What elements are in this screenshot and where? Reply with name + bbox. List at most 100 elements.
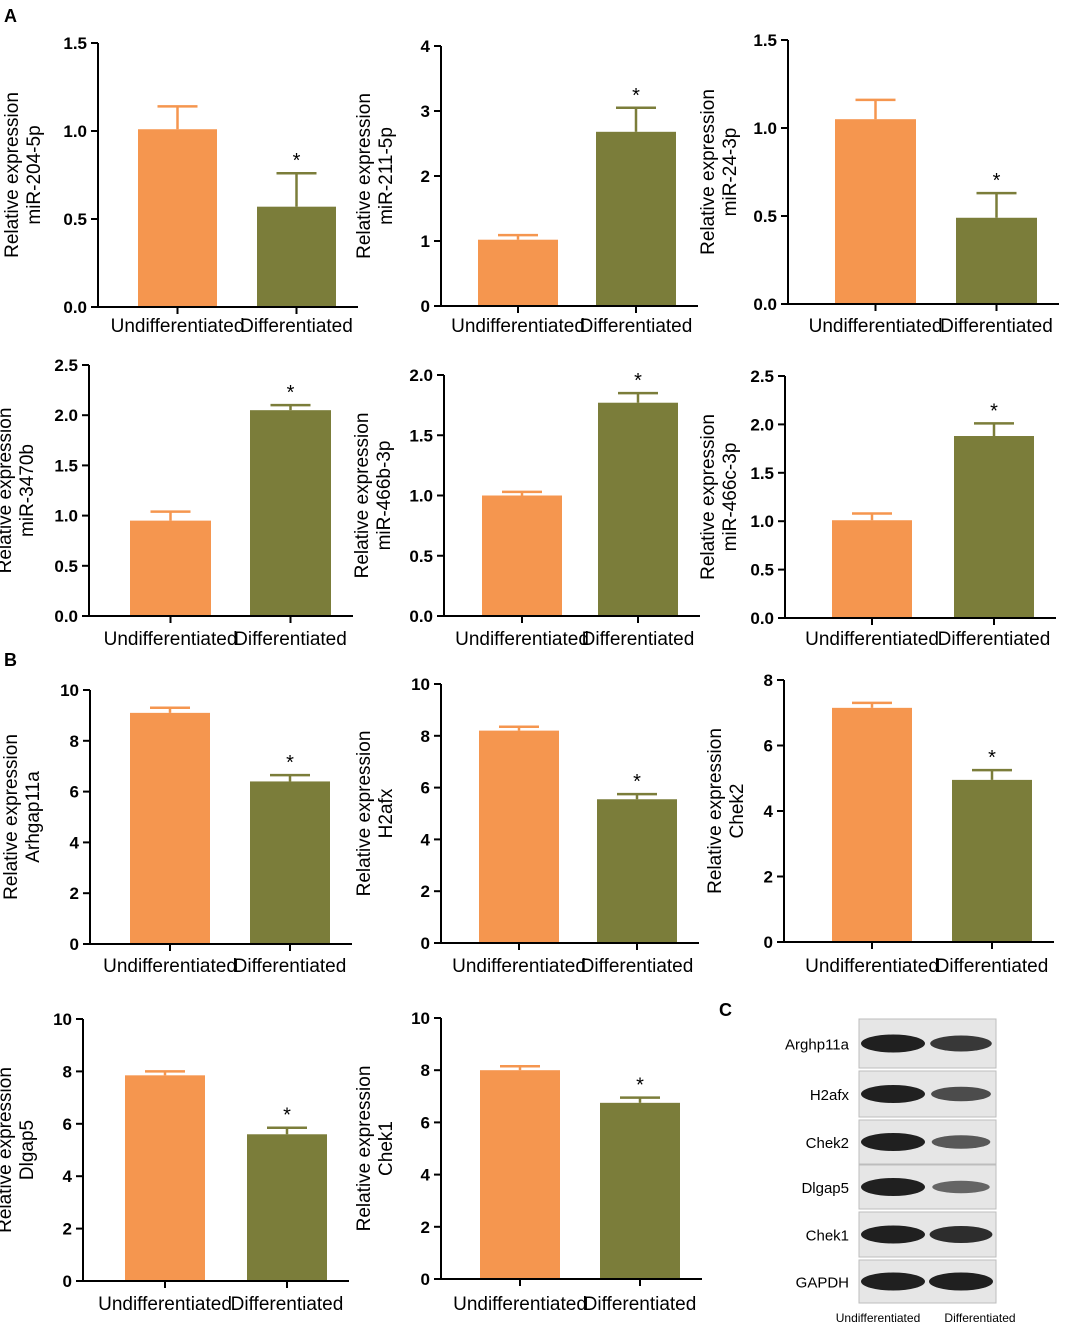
y-tick-label: 0.0 (63, 298, 87, 317)
y-tick-label: 6 (421, 779, 430, 798)
band-differentiated (932, 1180, 990, 1194)
x-tick-label: Undifferentiated (98, 1294, 232, 1315)
chart-mir3470b: * 0.0 0.5 1.0 1.5 2.0 2.5 UndifferentiatedDiffe… (0, 356, 353, 650)
bar-differentiated (257, 206, 336, 307)
y-tick-label: 2.0 (54, 406, 78, 425)
y-axis-label-line2: miR-3470b (17, 444, 38, 537)
y-tick-label: 1.0 (750, 512, 774, 531)
bar-differentiated (952, 779, 1032, 942)
bar-differentiated (250, 410, 331, 616)
y-tick-label: 1.0 (753, 119, 777, 138)
blot-protein-label: Chek1 (806, 1228, 849, 1245)
x-tick-label: Undifferentiated (455, 629, 589, 650)
band-differentiated (931, 1086, 991, 1102)
y-tick-label: 4 (421, 37, 431, 56)
y-axis-label-line1: Relative expression (352, 413, 373, 579)
chart-mir466b: * 0.0 0.5 1.0 1.5 2.0 UndifferentiatedDifferen… (352, 366, 700, 650)
x-tick-label: Differentiated (938, 629, 1051, 650)
y-tick-label: 8 (764, 671, 773, 690)
panel-label-c: C (719, 1000, 732, 1020)
panel-label-a: A (4, 6, 17, 26)
bar-undifferentiated (835, 119, 916, 304)
bar-undifferentiated (125, 1075, 205, 1281)
bar-differentiated (596, 131, 676, 306)
x-tick-label: Undifferentiated (451, 316, 585, 337)
significance-star: * (632, 85, 640, 107)
chart-mir466c: * 0.0 0.5 1.0 1.5 2.0 2.5 UndifferentiatedDiffe… (698, 367, 1056, 650)
y-axis-label: Relative expressionArhgap11a (1, 734, 44, 900)
y-axis-label-line2: Chek2 (727, 784, 748, 839)
y-tick-label: 1.5 (54, 456, 78, 475)
bar-undifferentiated (832, 707, 912, 942)
y-tick-label: 8 (63, 1062, 72, 1081)
y-tick-label: 2 (764, 868, 773, 887)
y-tick-label: 2.5 (750, 367, 774, 386)
y-axis-label-line1: Relative expression (354, 93, 375, 259)
y-axis-label: Relative expressionmiR-466b-3p (352, 413, 395, 579)
bar-undifferentiated (832, 520, 912, 618)
y-tick-label: 0 (421, 934, 430, 953)
bar-undifferentiated (478, 239, 558, 306)
band-undifferentiated (861, 1085, 925, 1103)
y-axis-label-line1: Relative expression (705, 728, 726, 894)
panel-label-b: B (4, 650, 17, 670)
y-axis-label-line1: Relative expression (2, 92, 23, 258)
chart-mir204: * 0.0 0.5 1.0 1.5 UndifferentiatedDifferentia… (2, 34, 358, 337)
y-axis-label-line1: Relative expression (1, 734, 22, 900)
bar-undifferentiated (138, 129, 217, 307)
band-undifferentiated (861, 1225, 925, 1244)
y-tick-label: 10 (411, 1009, 430, 1028)
blot-row-dlgap5: Dlgap5 (801, 1164, 997, 1210)
y-tick-label: 0 (421, 297, 430, 316)
y-tick-label: 2 (421, 167, 430, 186)
bar-charts: * 0.0 0.5 1.0 1.5 Undifferentiated Differentia… (0, 31, 1059, 1315)
x-tick-label: Differentiated (936, 956, 1049, 977)
y-tick-label: 1.5 (753, 31, 777, 50)
y-tick-label: 2.0 (409, 366, 433, 385)
y-tick-label: 2.5 (54, 356, 78, 375)
y-axis-label: Relative expressionmiR-211-5p (354, 93, 397, 259)
significance-star: * (633, 771, 641, 793)
y-tick-label: 6 (764, 737, 773, 756)
y-tick-label: 0.0 (54, 607, 78, 626)
y-axis-label-line1: Relative expression (0, 408, 16, 574)
blot-protein-label: GAPDH (796, 1275, 849, 1292)
y-tick-label: 6 (63, 1115, 72, 1134)
chart-mir24: * 0.0 0.5 1.0 1.5 UndifferentiatedDifferentia… (698, 31, 1059, 337)
bar-differentiated (247, 1134, 327, 1281)
band-undifferentiated (861, 1133, 925, 1151)
y-tick-label: 1.5 (409, 426, 433, 445)
x-tick-label: Differentiated (234, 629, 347, 650)
y-axis-label-line2: miR-204-5p (24, 125, 45, 224)
y-axis-label-line2: H2afx (376, 788, 397, 838)
band-differentiated (930, 1035, 992, 1052)
y-tick-label: 2 (421, 1218, 430, 1237)
blot-row-chek1: Chek1 (806, 1211, 997, 1258)
significance-star: * (283, 1105, 291, 1127)
y-tick-label: 1.0 (63, 122, 87, 141)
bar-undifferentiated (479, 730, 559, 943)
significance-star: * (993, 170, 1001, 192)
x-tick-label: Undifferentiated (111, 316, 245, 337)
y-axis-label-line2: miR-24-3p (720, 128, 741, 217)
bar-differentiated (600, 1102, 680, 1279)
significance-star: * (990, 400, 998, 422)
y-tick-label: 1.5 (750, 464, 774, 483)
bar-differentiated (250, 781, 330, 944)
y-axis-label: Relative expressionmiR-24-3p (698, 89, 741, 255)
blot-protein-label: H2afx (810, 1087, 850, 1104)
y-tick-label: 0.5 (409, 547, 433, 566)
significance-star: * (286, 752, 294, 774)
y-tick-label: 10 (411, 675, 430, 694)
y-axis-label-line1: Relative expression (698, 89, 719, 255)
y-tick-label: 4 (70, 833, 80, 852)
y-tick-label: 0.0 (409, 607, 433, 626)
y-tick-label: 4 (63, 1167, 73, 1186)
significance-star: * (634, 370, 642, 392)
band-undifferentiated (861, 1178, 925, 1196)
